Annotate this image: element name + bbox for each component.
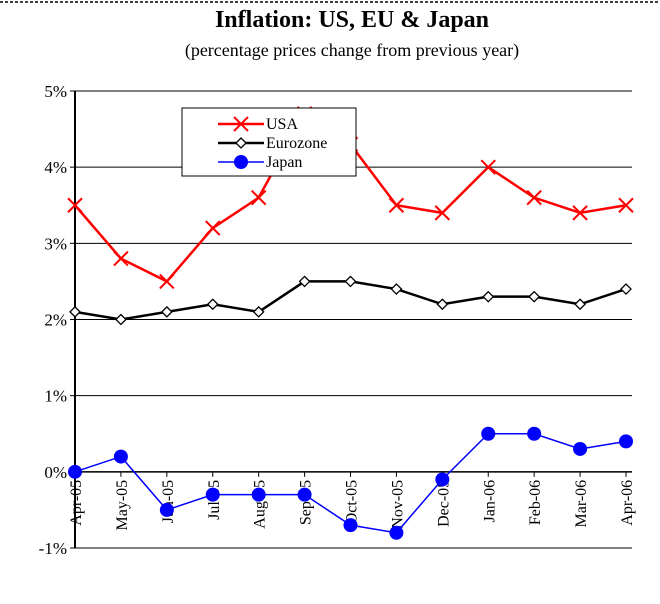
marker-diamond <box>436 298 449 311</box>
marker-x <box>526 189 542 206</box>
y-tick-label: 0% <box>44 463 67 482</box>
marker-circle <box>619 434 633 449</box>
y-tick-label: 2% <box>44 311 67 330</box>
marker-x-shape <box>250 189 267 206</box>
legend-box <box>181 107 357 177</box>
marker-x-shape <box>526 189 542 206</box>
x-tick-label: Mar-06 <box>573 480 590 528</box>
marker-x-shape <box>388 197 405 213</box>
marker-circle <box>251 487 266 502</box>
marker-diamond <box>344 275 357 288</box>
marker-x <box>618 197 634 213</box>
marker-diamond <box>298 275 311 288</box>
legend-label: Japan <box>266 154 302 171</box>
marker-x-shape <box>618 197 634 213</box>
x-tick-label: Apr-06 <box>619 480 636 526</box>
marker-circle <box>297 487 312 502</box>
marker-circle <box>389 525 404 540</box>
marker-circle <box>481 426 496 441</box>
x-tick-label: Apr-05 <box>68 480 85 526</box>
marker-diamond <box>206 298 219 311</box>
marker-x <box>233 116 249 132</box>
marker-diamond <box>114 313 127 326</box>
marker-x-shape <box>434 205 451 221</box>
marker-diamond <box>252 305 265 318</box>
marker-circle <box>435 472 450 487</box>
marker-diamond <box>528 290 541 303</box>
marker-diamond <box>574 298 587 311</box>
x-tick-label: Dec-05 <box>435 480 452 527</box>
marker-x-shape <box>480 159 496 175</box>
marker-x <box>250 189 267 206</box>
marker-circle <box>527 426 542 441</box>
marker-diamond <box>69 305 81 318</box>
marker-circle <box>205 487 220 502</box>
y-tick-label: 4% <box>44 158 67 177</box>
x-tick-label: May-05 <box>114 480 131 531</box>
marker-x-shape <box>233 116 249 132</box>
chart-subtitle: (percentage prices change from previous … <box>185 40 519 61</box>
y-tick-label: 5% <box>44 82 67 101</box>
marker-x-shape <box>67 197 83 213</box>
marker-diamond <box>160 305 173 318</box>
y-tick-label: -1% <box>39 539 67 558</box>
marker-x-shape <box>113 250 129 267</box>
marker-circle <box>234 155 248 169</box>
marker-x <box>159 273 175 290</box>
marker-x <box>572 205 588 221</box>
marker-diamond <box>235 137 247 149</box>
marker-x-shape <box>159 273 175 290</box>
marker-diamond <box>620 283 632 295</box>
marker-circle <box>159 502 174 517</box>
marker-x <box>205 220 221 236</box>
marker-diamond <box>390 283 403 295</box>
x-tick-label: Oct-05 <box>344 480 361 524</box>
x-tick-label: Aug-05 <box>252 480 269 529</box>
marker-circle <box>113 449 128 464</box>
marker-x <box>434 205 451 221</box>
x-tick-label: Jun-05 <box>160 480 177 524</box>
marker-x <box>388 197 405 213</box>
x-tick-label: Jan-06 <box>481 480 498 523</box>
marker-circle <box>573 441 588 456</box>
y-tick-label: 3% <box>44 234 67 253</box>
marker-diamond <box>482 290 495 303</box>
marker-x-shape <box>205 220 221 236</box>
y-tick-label: 1% <box>44 387 67 406</box>
legend-label: USA <box>266 116 298 133</box>
x-tick-label: Nov-05 <box>389 480 406 529</box>
marker-x <box>67 197 83 213</box>
x-tick-label: Feb-06 <box>527 480 544 525</box>
marker-circle <box>68 464 82 479</box>
x-tick-label: Sep-05 <box>298 480 315 525</box>
marker-x <box>480 159 496 175</box>
marker-circle <box>343 518 358 533</box>
marker-x <box>113 250 129 267</box>
chart-title: Inflation: US, EU & Japan <box>215 7 489 33</box>
legend-label: Eurozone <box>266 135 327 152</box>
marker-x-shape <box>572 205 588 221</box>
